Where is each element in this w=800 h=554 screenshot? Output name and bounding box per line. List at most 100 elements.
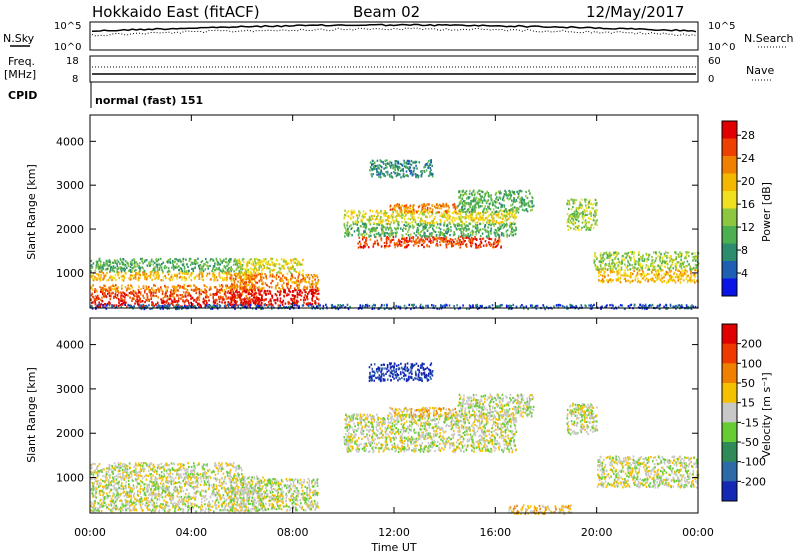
power-echo-cell [531,205,533,208]
power-echo-cell [298,270,301,273]
power-echo-cell [424,207,426,210]
power-echo-cell [588,200,590,203]
power-echo-cell [474,192,476,195]
power-echo-cell [585,206,588,210]
power-echo-cell [596,202,598,205]
power-echo-cell [415,173,418,176]
power-echo-cell [183,267,186,270]
power-echo-cell [398,203,400,206]
power-echo-cell [370,219,372,222]
power-echo-cell [355,221,358,224]
power-echo-cell [345,229,347,232]
power-echo-cell [96,296,98,299]
power-echo-cell [685,251,687,254]
power-echo-cell [582,212,585,215]
power-echo-cell [131,291,133,294]
power-echo-cell [497,215,499,218]
power-echo-cell [516,208,519,211]
power-echo-cell [197,257,199,260]
power-echo-cell [150,296,153,299]
power-echo-cell [488,207,490,210]
power-echo-cell [147,298,149,301]
power-echo-cell [413,225,415,228]
power-echo-cell [133,261,136,264]
power-echo-cell [170,274,173,277]
power-echo-cell [452,234,455,237]
power-echo-cell [157,277,160,280]
power-echo-cell [166,270,169,273]
power-echo-cell [109,292,111,295]
power-echo-cell [279,294,281,297]
power-echo-cell [386,236,388,240]
power-echo-cell [170,276,173,279]
power-echo-cell [175,265,177,268]
power-echo-cell [641,259,644,262]
power-echo-cell [387,227,390,230]
power-echo-cell [389,241,392,244]
power-echo-cell [458,203,461,206]
power-echo-cell [226,284,228,287]
power-echo-cell [117,291,120,294]
power-echo-cell [219,263,222,266]
power-echo-cell [418,213,421,216]
power-echo-cell [254,302,256,305]
power-echo-cell [526,210,529,213]
power-echo-cell [127,264,130,267]
power-echo-cell [640,256,642,259]
power-echo-cell [572,218,574,221]
power-echo-cell [509,211,512,215]
power-echo-cell [411,209,413,212]
power-echo-cell [183,265,186,268]
power-echo-cell [477,203,480,206]
power-echo-cell [402,226,405,229]
power-echo-cell [194,259,197,262]
power-echo-cell [422,227,424,230]
power-echo-cell [501,233,504,236]
power-echo-cell [269,275,271,278]
power-echo-cell [408,225,411,228]
power-echo-cell [96,263,98,266]
power-echo-cell [647,272,649,275]
power-echo-cell [362,225,365,228]
freq-panel-frame [89,55,699,83]
power-echo-cell [653,273,655,276]
power-echo-cell [401,168,403,171]
power-echo-cell [675,266,677,269]
power-echo-cell [230,301,233,304]
power-echo-cell [583,221,585,224]
power-echo-cell [177,260,179,263]
power-echo-cell [222,269,225,273]
power-echo-cell [243,301,246,304]
power-echo-cell [249,258,251,261]
power-echo-cell [492,221,495,224]
power-echo-cell [273,275,276,278]
power-echo-cell [428,240,430,243]
power-echo-cell [382,230,385,233]
power-echo-cell [137,294,139,297]
power-echo-cell [692,274,695,277]
power-echo-cell [155,291,157,294]
power-echo-cell [386,159,388,162]
power-echo-cell [141,258,144,261]
power-echo-cell [460,227,462,231]
power-echo-cell [379,176,382,179]
power-echo-cell [442,215,444,218]
power-echo-cell [399,169,402,172]
power-echo-cell [431,212,434,215]
power-echo-cell [213,299,215,302]
power-echo-cell [426,204,428,207]
power-echo-cell [479,205,482,208]
power-echo-cell [678,273,681,276]
power-echo-cell [470,210,473,213]
power-echo-cell [394,228,397,231]
power-echo-cell [186,285,189,288]
power-echo-cell [574,202,576,205]
power-echo-cell [631,280,633,283]
power-echo-cell [394,205,396,208]
power-echo-cell [111,284,114,287]
power-echo-cell [638,257,641,260]
power-echo-cell [615,254,618,257]
power-echo-cell [665,271,668,274]
power-echo-cell [304,276,306,279]
